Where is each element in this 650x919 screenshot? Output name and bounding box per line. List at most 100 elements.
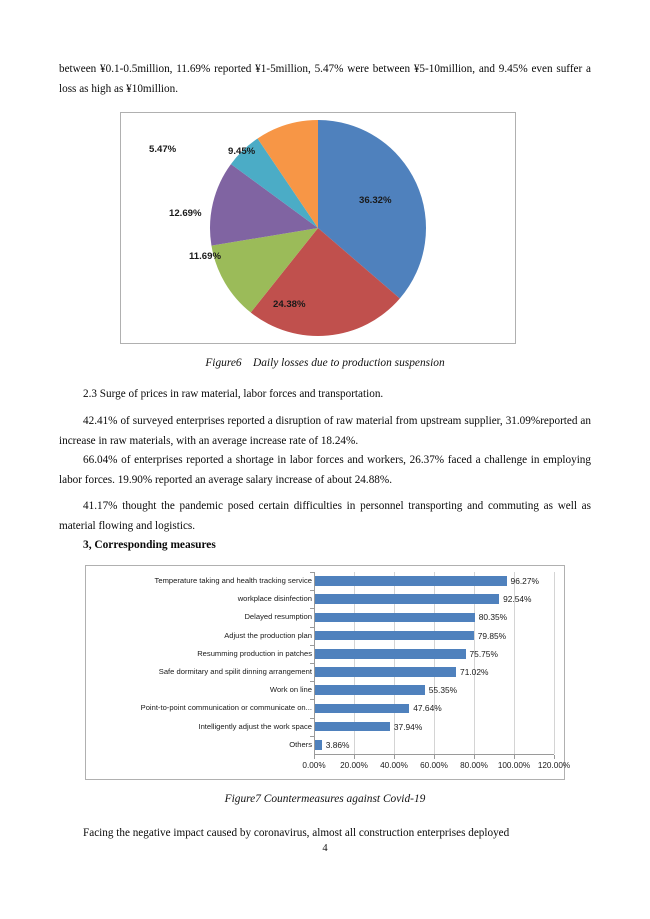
pie-slices [210, 120, 426, 336]
value-axis-tick-label: 0.00% [302, 761, 326, 770]
bar-category-label: Others [289, 739, 312, 749]
value-axis-tick [314, 755, 315, 759]
pie-chart-figure6: 36.32% 24.38% 11.69% 12.69% 5.47% 9.45% [120, 112, 516, 344]
paragraph-transport: 41.17% thought the pandemic posed certai… [59, 500, 591, 532]
category-tick [310, 590, 314, 592]
paragraph-intro: between ¥0.1-0.5million, 11.69% reported… [59, 63, 591, 95]
bar [314, 612, 475, 623]
value-axis-tick-label: 120.00% [537, 761, 571, 770]
bar-chart-plot: Temperature taking and health tracking s… [86, 566, 570, 779]
pie-chart-svg [210, 120, 426, 336]
bar-chart-row: Point-to-point communication or communic… [86, 699, 564, 717]
bar-category-label: Work on line [269, 685, 312, 695]
bar-category-label: workplace disinfection [237, 594, 312, 604]
pie-slice [210, 164, 318, 246]
bar [314, 703, 410, 714]
bar-chart-row: Others 3.86% [86, 735, 564, 754]
bar-category-label: Point-to-point communication or communic… [140, 703, 312, 713]
bar [314, 667, 457, 677]
value-axis-tick [514, 755, 515, 759]
bar-value-label: 55.35% [428, 685, 458, 696]
value-axis-tick [434, 755, 435, 759]
bar-value-label: 96.27% [510, 576, 539, 586]
bar-value-label: 92.54% [503, 594, 532, 605]
paragraph-section-2-3: 2.3 Surge of prices in raw material, lab… [83, 388, 384, 400]
value-axis-tick-label: 40.00% [380, 761, 408, 770]
bar-chart-row: Work on line 55.35% [86, 681, 564, 699]
pie-slice-label: 11.69% [189, 251, 222, 262]
bar-category-label: Resumming production in patches [197, 648, 312, 658]
bar-chart-figure7: Temperature taking and health tracking s… [85, 565, 570, 780]
bar [314, 739, 322, 750]
paragraph-closing: Facing the negative impact caused by cor… [83, 827, 510, 839]
bar-chart-row: Resumming production in patches 75.75% [86, 644, 564, 663]
pie-slice [230, 138, 318, 228]
category-tick [310, 608, 314, 610]
category-tick [310, 717, 314, 719]
pie-slice-label: 5.47% [149, 144, 177, 155]
bar-category-label: Temperature taking and health tracking s… [154, 576, 312, 585]
bar [314, 630, 474, 641]
paragraph-raw-material: 42.41% of surveyed enterprises reported … [59, 415, 591, 447]
page-number: 4 [322, 843, 328, 854]
bar-chart-row: Delayed resumption 80.35% [86, 608, 564, 626]
gridline [554, 572, 555, 754]
pie-slice-label: 24.38% [273, 299, 306, 310]
value-axis-tick-label: 80.00% [460, 761, 488, 770]
value-axis-tick-label: 20.00% [340, 761, 368, 770]
gridline [434, 572, 435, 754]
bar-value-label: 75.75% [469, 648, 498, 659]
pie-slice [318, 120, 426, 299]
pie-slice-label: 12.69% [169, 208, 202, 219]
pie-slice [257, 120, 318, 228]
figure6-caption: Figure6 Daily losses due to production s… [205, 357, 445, 369]
value-axis-tick [394, 755, 395, 759]
bar [314, 594, 500, 604]
heading-corresponding-measures: 3, Corresponding measures [83, 539, 216, 551]
bar-value-label: 80.35% [478, 612, 508, 623]
bar-value-label: 3.86% [325, 739, 350, 750]
value-axis-tick [554, 755, 555, 759]
value-axis-tick-label: 60.00% [420, 761, 448, 770]
bar-category-label: Safe dormitary and spilit dinning arrang… [158, 667, 312, 676]
bar-value-label: 37.94% [393, 721, 423, 732]
category-tick [310, 626, 314, 628]
category-tick [310, 644, 314, 646]
bar-chart-row: Intelligently adjust the work space 37.94… [86, 717, 564, 736]
value-axis-tick [474, 755, 475, 759]
pie-slice [211, 228, 318, 313]
bar-category-label: Adjust the production plan [224, 630, 312, 640]
category-axis [314, 572, 315, 754]
figure7-caption: Figure7 Countermeasures against Covid-19 [224, 793, 426, 805]
bar-chart-row: Temperature taking and health tracking s… [86, 572, 564, 590]
pie-slice-label: 9.45% [228, 146, 256, 157]
gridline [354, 572, 355, 754]
paragraph-labor-forces: 66.04% of enterprises reported a shortag… [59, 454, 591, 486]
bar [314, 685, 425, 695]
bar-value-label: 71.02% [460, 667, 489, 677]
category-tick [310, 572, 314, 573]
bar [314, 576, 507, 586]
value-axis-tick-label: 100.00% [497, 761, 531, 770]
bar-chart-row: Adjust the production plan 79.85% [86, 626, 564, 645]
bar-category-label: Intelligently adjust the work space [198, 721, 312, 731]
category-tick [310, 699, 314, 701]
bar [314, 721, 390, 732]
bar-chart-row: Safe dormitary and spilit dinning arrang… [86, 663, 564, 681]
gridline [394, 572, 395, 754]
pie-slice-label: 36.32% [359, 195, 392, 206]
bar-value-label: 79.85% [477, 630, 507, 641]
category-tick [310, 663, 314, 664]
gridline [474, 572, 475, 754]
bar [314, 648, 466, 659]
bar-chart-row: workplace disinfection 92.54% [86, 590, 564, 608]
pie-slice [250, 228, 400, 336]
category-tick [310, 735, 314, 737]
value-axis-tick [354, 755, 355, 759]
category-tick [310, 681, 314, 683]
gridline [514, 572, 515, 754]
bar-value-label: 47.64% [413, 703, 442, 714]
bar-category-label: Delayed resumption [244, 612, 312, 622]
value-axis [314, 754, 554, 755]
